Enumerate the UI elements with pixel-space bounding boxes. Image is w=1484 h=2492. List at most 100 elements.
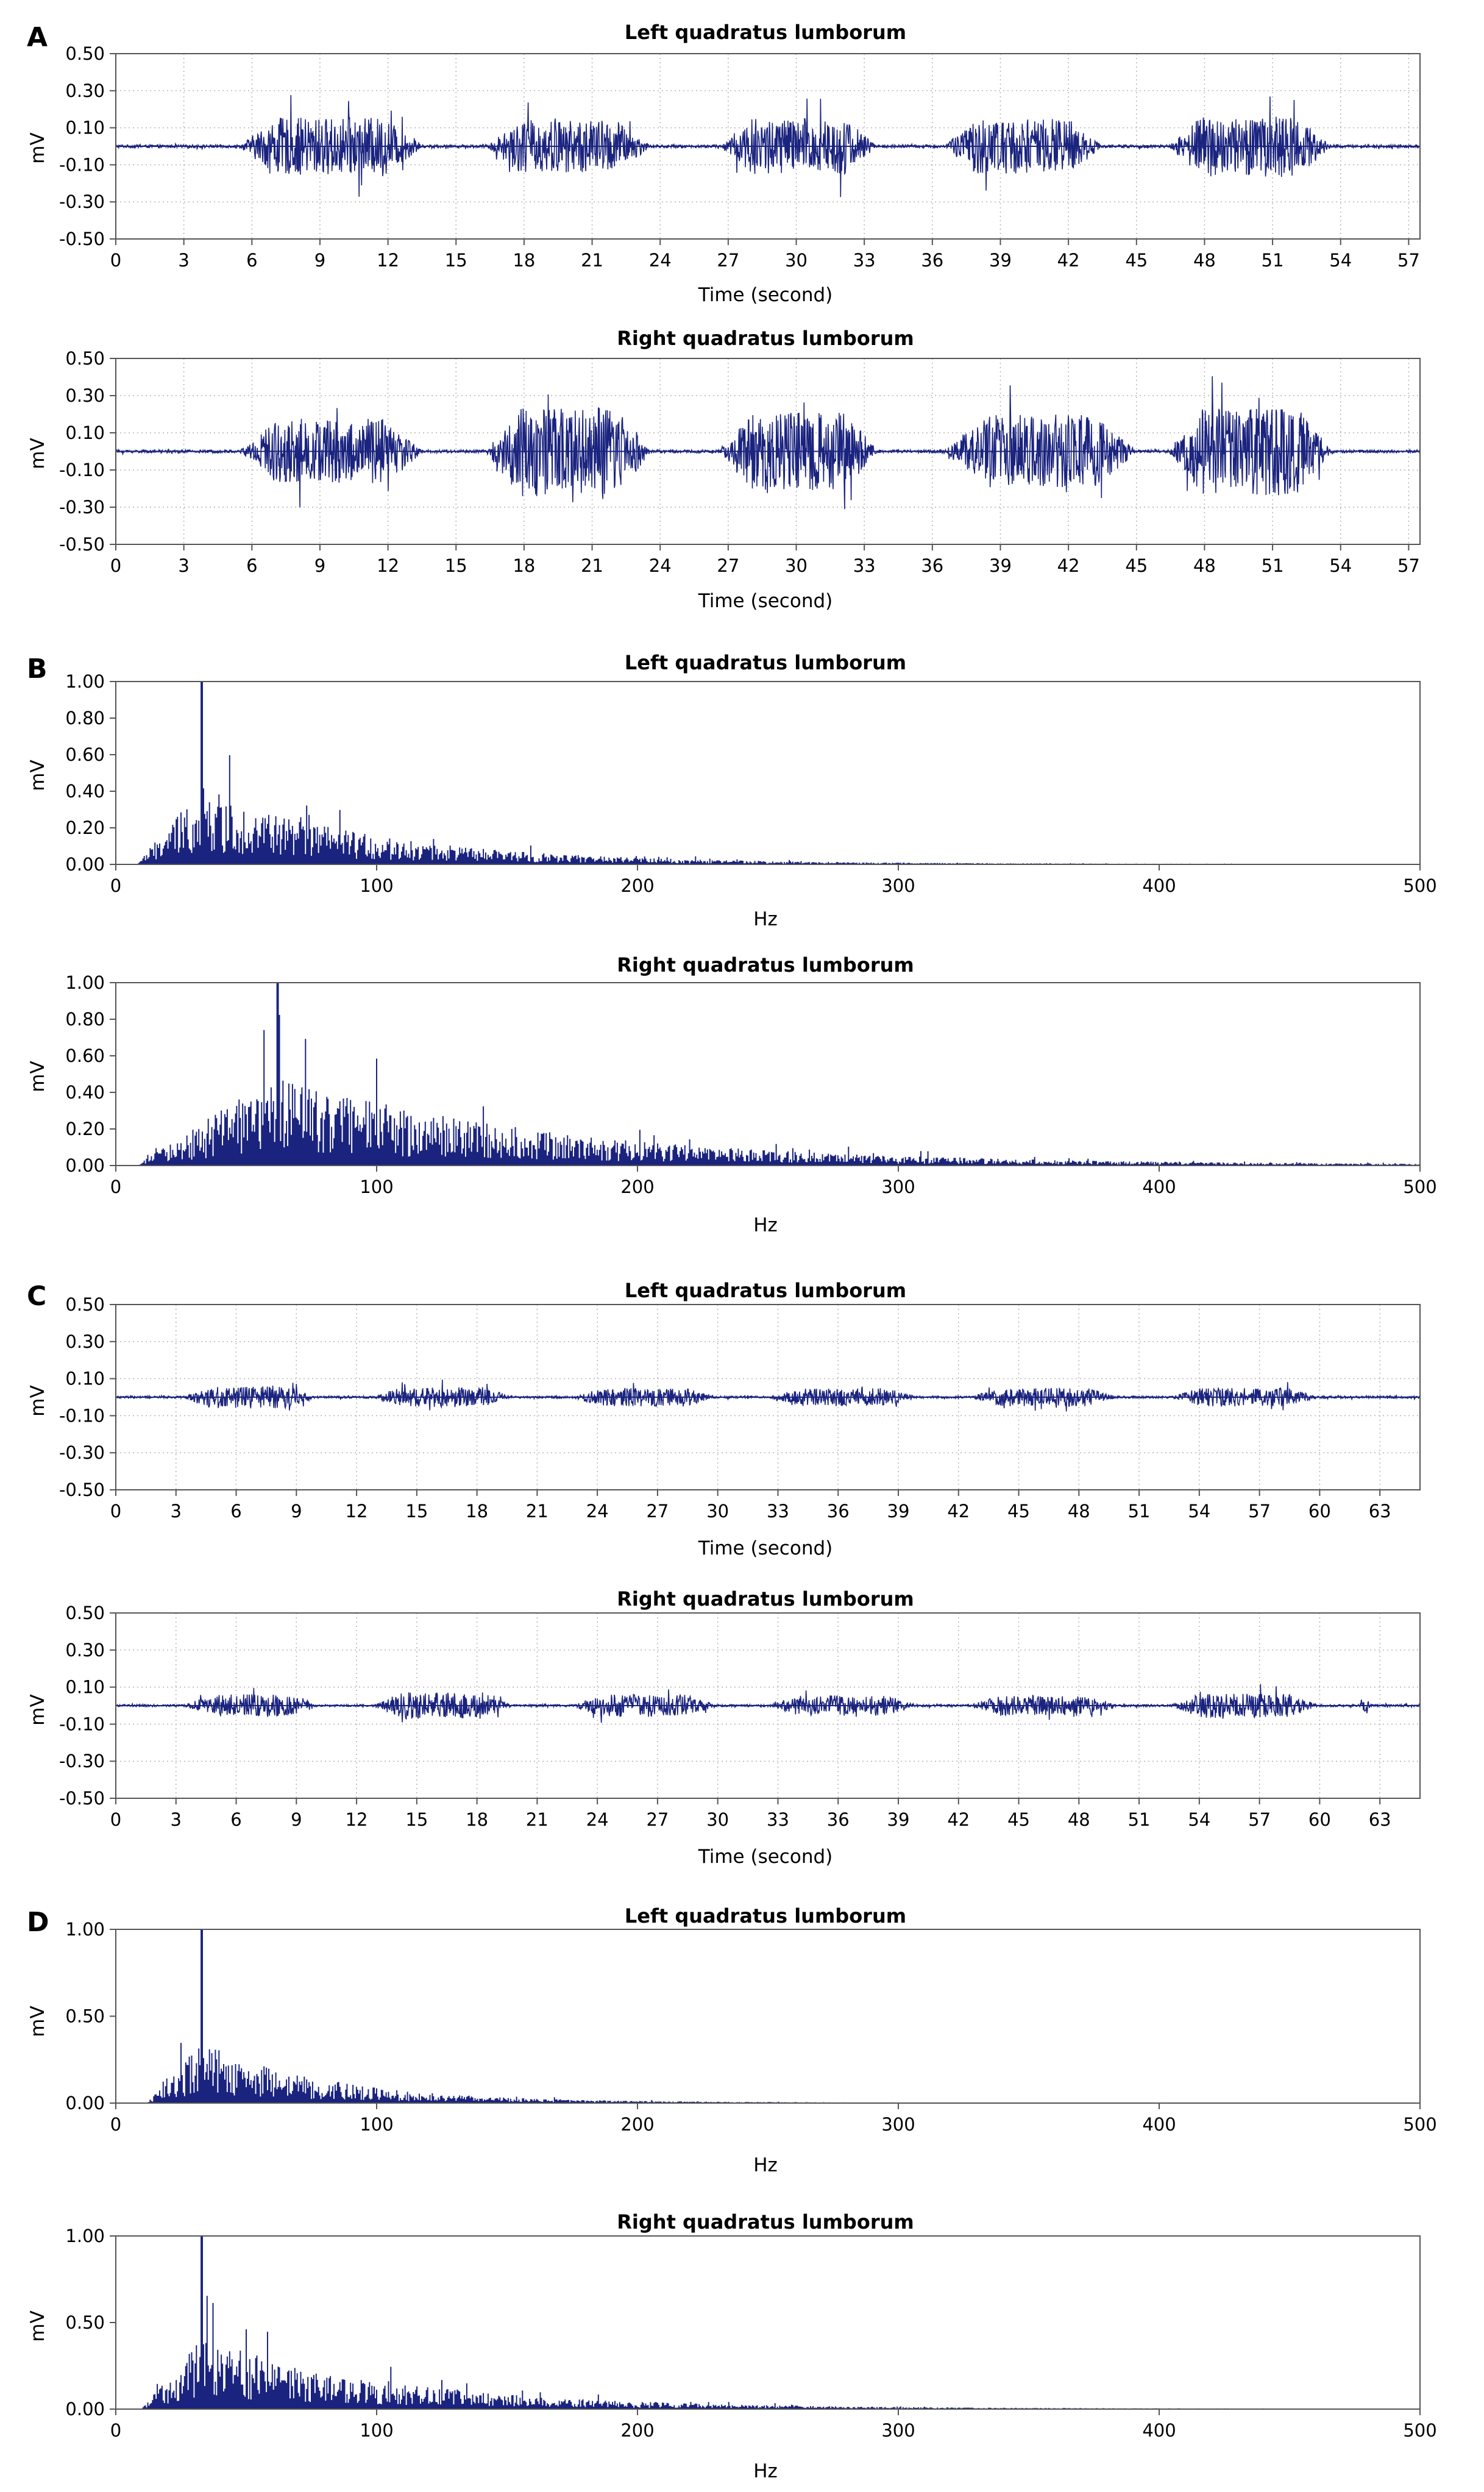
x-tick-label: 400	[1142, 2420, 1176, 2441]
spectrum-bars	[115, 2235, 1421, 2409]
x-tick-label: 0	[110, 1177, 121, 1197]
plot-frame	[115, 358, 1421, 545]
y-tick-label: 0.10	[65, 1677, 105, 1698]
x-tick-label: 6	[230, 1501, 241, 1522]
x-tick-label: 45	[1007, 1809, 1030, 1830]
y-axis-label-b-right: mV	[27, 1061, 49, 1092]
y-axis-label-d-left: mV	[27, 2006, 49, 2037]
x-tick-label: 39	[989, 250, 1012, 271]
x-tick-label: 6	[230, 1809, 241, 1830]
x-tick-label: 57	[1397, 555, 1420, 576]
y-tick-label: 0.10	[65, 1369, 105, 1389]
y-tick-label: 0.40	[65, 781, 105, 802]
y-tick-label: 1.00	[65, 2226, 105, 2246]
y-tick-label: -0.50	[59, 534, 105, 555]
chart-title-c-right: Right quadratus lumborum	[617, 1587, 914, 1611]
y-tick-label: 0.20	[65, 1119, 105, 1139]
x-tick-label: 200	[620, 2114, 654, 2135]
x-tick-label: 9	[291, 1501, 302, 1522]
x-tick-label: 51	[1128, 1809, 1151, 1830]
emg-signal-trace	[115, 1684, 1421, 1723]
y-tick-label: 0.10	[65, 118, 105, 138]
x-tick-label: 51	[1128, 1501, 1151, 1522]
x-axis-label-b-left: Hz	[753, 908, 778, 930]
x-tick-label: 42	[1057, 250, 1080, 271]
plot-frame	[115, 1929, 1421, 2104]
y-tick-label: 1.00	[65, 1919, 105, 1940]
y-tick-label: -0.30	[59, 191, 105, 212]
x-tick-label: 30	[706, 1501, 729, 1522]
x-tick-label: 0	[110, 1809, 121, 1830]
x-tick-label: 6	[246, 555, 257, 576]
x-tick-label: 24	[649, 250, 672, 271]
x-tick-label: 100	[360, 2420, 393, 2441]
x-tick-label: 54	[1188, 1501, 1210, 1522]
x-tick-label: 9	[314, 250, 325, 271]
x-tick-label: 18	[513, 250, 535, 271]
x-tick-label: 300	[881, 1177, 915, 1197]
y-tick-label: 0.50	[65, 43, 105, 64]
spectrum-bars	[115, 982, 1421, 1166]
x-tick-label: 48	[1068, 1501, 1090, 1522]
y-tick-label: 0.50	[65, 348, 105, 369]
chart-title-a-right: Right quadratus lumborum	[617, 327, 914, 350]
plot-area-c-left: 0 3 6 9 12 15 18 21 24 27 30 33 36 39 42 45 48 51 54 57 60 63…	[59, 1294, 1421, 1522]
plot-frame	[115, 1612, 1421, 1799]
x-tick-label: 18	[466, 1501, 488, 1522]
y-tick-label: 0.80	[65, 708, 105, 728]
y-axis-label-a-right: mV	[27, 438, 49, 469]
x-tick-label: 0	[110, 1501, 121, 1522]
x-tick-label: 48	[1193, 250, 1216, 271]
y-tick-label: 0.80	[65, 1009, 105, 1030]
x-tick-label: 39	[887, 1501, 910, 1522]
y-axis-label-c-left: mV	[27, 1385, 49, 1416]
plot-frame	[115, 1304, 1421, 1490]
x-tick-label: 42	[947, 1809, 970, 1830]
x-tick-label: 3	[171, 1809, 182, 1830]
chart-title-b-left: Left quadratus lumborum	[625, 651, 906, 674]
y-tick-label: 0.60	[65, 1045, 105, 1066]
panel-label-d: D	[27, 1907, 49, 1938]
y-tick-label: 1.00	[65, 972, 105, 993]
x-tick-label: 100	[360, 1177, 393, 1197]
x-tick-label: 63	[1369, 1501, 1391, 1522]
x-tick-label: 300	[881, 2420, 915, 2441]
plot-area-d-left: 0 100 200 300 400 500 1.00 0.50 0.00	[65, 1919, 1436, 2135]
x-tick-label: 15	[445, 555, 467, 576]
x-tick-label: 54	[1329, 250, 1352, 271]
y-tick-label: -0.10	[59, 154, 105, 175]
x-tick-label: 400	[1142, 1177, 1176, 1197]
x-tick-label: 45	[1007, 1501, 1030, 1522]
x-axis-label-b-right: Hz	[753, 1214, 778, 1236]
y-tick-label: 0.50	[65, 2312, 105, 2333]
x-tick-label: 36	[827, 1809, 850, 1830]
plot-area-b-right: 0 100 200 300 400 500 1.00 0.80 0.60 0.40 0.20 0.00	[65, 972, 1436, 1197]
x-axis-label-a-left: Time (second)	[698, 284, 833, 306]
y-tick-label: 0.50	[65, 2006, 105, 2027]
emg-signal-trace	[115, 376, 1421, 510]
x-tick-label: 36	[827, 1501, 850, 1522]
y-tick-label: 0.00	[65, 2399, 105, 2419]
x-tick-label: 3	[178, 250, 189, 271]
y-tick-label: 0.00	[65, 1155, 105, 1176]
x-tick-label: 54	[1188, 1809, 1210, 1830]
x-tick-label: 0	[110, 2114, 121, 2135]
x-tick-label: 51	[1262, 250, 1284, 271]
y-axis-label-a-left: mV	[27, 132, 49, 163]
x-axis-label-c-left: Time (second)	[698, 1537, 833, 1559]
x-tick-label: 21	[526, 1501, 549, 1522]
x-axis-label-c-right: Time (second)	[698, 1846, 833, 1868]
y-axis-label-b-left: mV	[27, 760, 49, 791]
chart-title-d-right: Right quadratus lumborum	[617, 2210, 914, 2234]
x-tick-label: 42	[1057, 555, 1080, 576]
y-tick-label: 0.00	[65, 2093, 105, 2113]
x-tick-label: 100	[360, 875, 393, 896]
x-axis-label-d-left: Hz	[753, 2154, 778, 2176]
x-tick-label: 45	[1125, 250, 1148, 271]
chart-title-a-left: Left quadratus lumborum	[625, 21, 906, 44]
y-tick-label: 0.50	[65, 1603, 105, 1623]
x-tick-label: 60	[1308, 1809, 1331, 1830]
x-tick-label: 27	[717, 555, 739, 576]
x-tick-label: 24	[586, 1501, 609, 1522]
